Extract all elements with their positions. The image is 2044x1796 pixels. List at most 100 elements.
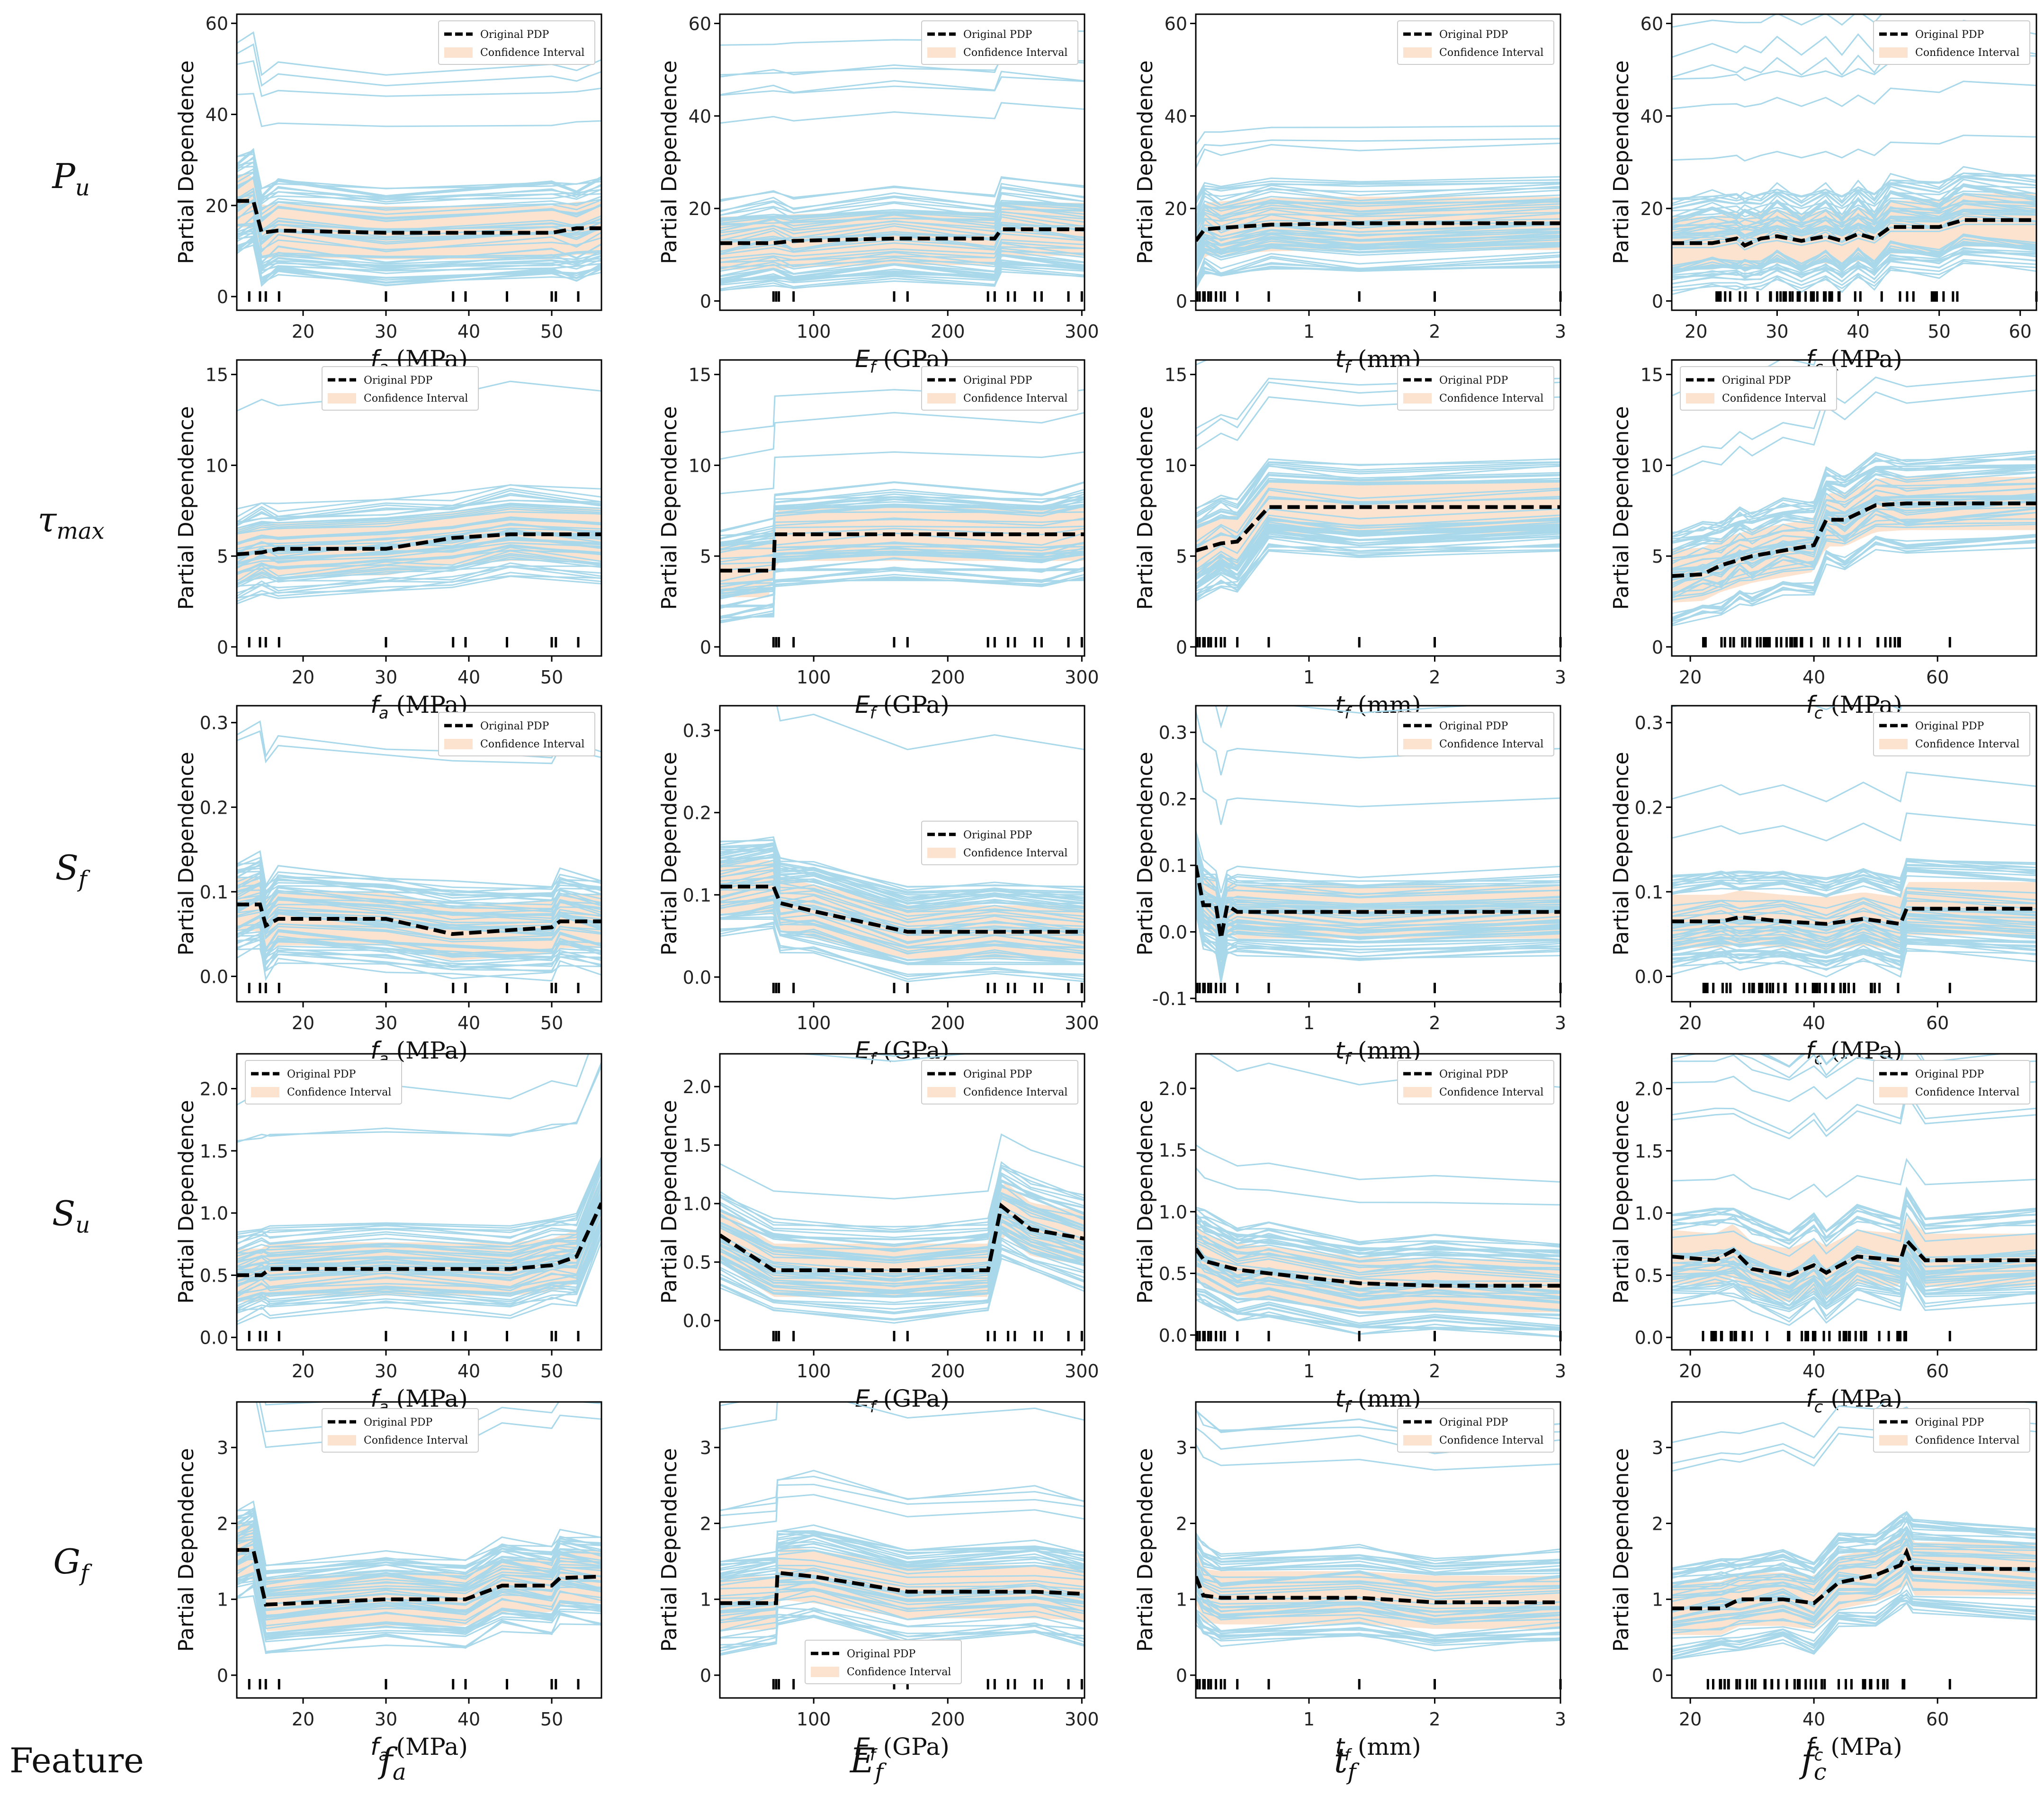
y-axis-label: Partial Dependence — [657, 1100, 681, 1303]
ice-curve — [237, 1520, 601, 1583]
ice-curve — [1214, 706, 1478, 729]
ice-curve — [720, 481, 1085, 531]
ice-curve — [720, 1231, 1085, 1298]
x-axis-unit: (MPa) — [389, 1733, 468, 1760]
x-tick-label: 3 — [1555, 667, 1566, 688]
ice-curve — [720, 201, 1085, 222]
ice-curve — [237, 1185, 601, 1271]
ice-curve — [1196, 465, 1560, 525]
ice-curve — [237, 562, 601, 597]
x-axis-subscript: a — [379, 1746, 389, 1765]
pdp-line — [720, 532, 1085, 573]
ice-curve — [720, 247, 1085, 272]
ice-curve — [720, 1614, 1085, 1646]
x-tick-label: 300 — [1065, 667, 1099, 688]
x-axis-subscript: a — [379, 704, 389, 723]
ice-curve — [1672, 915, 2036, 934]
ice-curve — [1196, 1619, 1560, 1646]
x-tick-label: 30 — [375, 1361, 397, 1382]
y-tick-label: 0.1 — [1159, 855, 1187, 876]
legend-ci-swatch — [1879, 739, 1908, 749]
ice-curve — [1196, 256, 1560, 289]
ice-curve — [1196, 396, 1560, 450]
ice-curve — [720, 1185, 1085, 1251]
ice-curve — [1196, 900, 1560, 968]
ice-curve — [1196, 1537, 1560, 1565]
y-tick-label: 0.1 — [200, 882, 228, 903]
ice-curve — [1196, 143, 1560, 169]
ice-curve — [1196, 1257, 1560, 1298]
ice-curve — [720, 882, 1085, 930]
x-tick-label: 60 — [1926, 1013, 1949, 1033]
ice-curve — [237, 1198, 601, 1282]
ice-curve — [720, 451, 1085, 494]
ice-curve — [237, 216, 601, 264]
ice-curve — [1196, 830, 1560, 893]
ice-curve — [1672, 522, 2036, 597]
ice-curve — [1196, 1167, 1560, 1206]
ice-curve — [720, 496, 1085, 536]
ice-curve — [1672, 1600, 2036, 1658]
ice-curve — [1672, 1602, 2036, 1660]
y-tick-label: 0.3 — [1635, 713, 1663, 734]
panel-G_f-f_c: 0 1 2 3 20 40 60 Partial Dependence fc (MPa) Orig… — [1609, 1401, 2037, 1765]
ice-curve — [1196, 1570, 1560, 1598]
ice-curve — [237, 572, 601, 602]
ice-curve — [237, 488, 601, 523]
y-tick-label: 20 — [689, 198, 711, 219]
ice-curve — [237, 1159, 601, 1239]
ice-curve — [237, 1509, 601, 1574]
x-axis-unit: (mm) — [1350, 1385, 1421, 1412]
ice-curve — [237, 535, 601, 568]
legend-box — [921, 1060, 1078, 1105]
ice-curve — [1672, 1520, 2036, 1579]
legend-label-pdp: Original PDP — [1915, 720, 1984, 732]
axes-frame — [1195, 1053, 1561, 1351]
y-tick-label: 15 — [1641, 365, 1663, 386]
legend-label-pdp: Original PDP — [480, 720, 549, 732]
ice-curve — [1672, 14, 1883, 28]
ice-curve — [1196, 879, 1560, 950]
ice-curve — [1196, 1208, 1560, 1246]
ice-curve — [1196, 461, 1560, 514]
ice-curve — [1672, 375, 2036, 460]
ice-curve — [237, 916, 601, 953]
ice-curve — [1672, 464, 2036, 540]
ice-curve — [720, 839, 1085, 888]
x-tick-label: 2 — [1429, 1709, 1440, 1730]
legend-ci-swatch — [444, 47, 473, 58]
legend-label-pdp: Original PDP — [963, 375, 1032, 386]
legend-box — [1873, 712, 2030, 756]
ice-curve — [720, 254, 1085, 281]
ice-curve — [1672, 209, 2036, 236]
ice-curve — [237, 1220, 601, 1301]
axes-frame — [1195, 359, 1561, 657]
legend: Original PDP Confidence Interval — [322, 366, 479, 411]
ice-curve — [720, 186, 1085, 212]
ice-curve — [237, 157, 601, 200]
y-tick-label: 0 — [1176, 291, 1187, 312]
legend-label-ci: Confidence Interval — [1439, 1435, 1543, 1446]
ice-curve — [1196, 475, 1560, 525]
ice-curve — [237, 1512, 601, 1581]
ice-curve — [1672, 932, 2036, 959]
ice-curve — [720, 183, 1085, 213]
legend: Original PDP Confidence Interval — [921, 1060, 1078, 1105]
x-axis-label: Ef (GPa) — [855, 1733, 950, 1765]
y-tick-label: 0.0 — [1159, 922, 1187, 943]
ice-curve — [1196, 125, 1560, 145]
plot-area — [720, 1402, 1085, 1656]
y-axis-label: Partial Dependence — [657, 60, 681, 264]
y-tick-label: 3 — [700, 1437, 711, 1458]
ice-curve — [720, 1247, 1085, 1313]
x-tick-label: 40 — [457, 1361, 480, 1382]
ice-curve — [237, 547, 601, 582]
ice-curve — [237, 1206, 601, 1294]
ice-curve — [1196, 1261, 1560, 1300]
x-tick-label: 20 — [292, 1361, 314, 1382]
ice-curve — [1196, 487, 1560, 543]
y-tick-label: 40 — [689, 106, 711, 127]
row-label-symbol: S — [55, 848, 79, 888]
ice-curve — [720, 857, 1085, 905]
ice-curve — [237, 490, 601, 526]
